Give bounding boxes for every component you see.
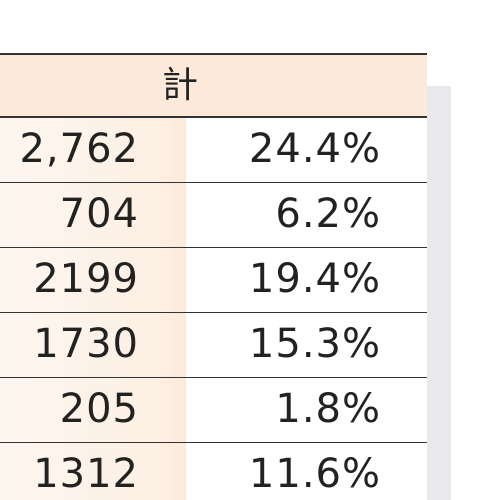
data-table: 計 2,762 24.4% 704 6.2% 2199 19.4% 1730 1… [0, 53, 427, 500]
header-total-label: 計 [161, 65, 198, 106]
table-shadow [427, 86, 451, 500]
count-value: 2199 [33, 256, 139, 302]
count-cell [0, 378, 186, 442]
table-row: 2199 19.4% [0, 248, 427, 313]
percent-value: 15.3% [248, 321, 381, 367]
count-cell [0, 118, 186, 182]
table-row: 704 6.2% [0, 183, 427, 248]
count-cell [0, 248, 186, 312]
table-header: 計 [0, 53, 427, 118]
count-cell [0, 313, 186, 377]
count-value: 205 [59, 386, 139, 432]
count-value: 1730 [33, 321, 139, 367]
percent-value: 6.2% [275, 191, 381, 237]
table-row: 205 1.8% [0, 378, 427, 443]
count-cell [0, 183, 186, 247]
percent-value: 1.8% [275, 386, 381, 432]
percent-value: 11.6% [248, 451, 381, 497]
count-value: 704 [59, 191, 139, 237]
table-row: 1312 11.6% [0, 443, 427, 500]
count-value: 1312 [33, 451, 139, 497]
table-row: 2,762 24.4% [0, 118, 427, 183]
table-row: 1730 15.3% [0, 313, 427, 378]
count-cell [0, 443, 186, 500]
percent-value: 24.4% [248, 126, 381, 172]
percent-value: 19.4% [248, 256, 381, 302]
count-value: 2,762 [19, 126, 139, 172]
